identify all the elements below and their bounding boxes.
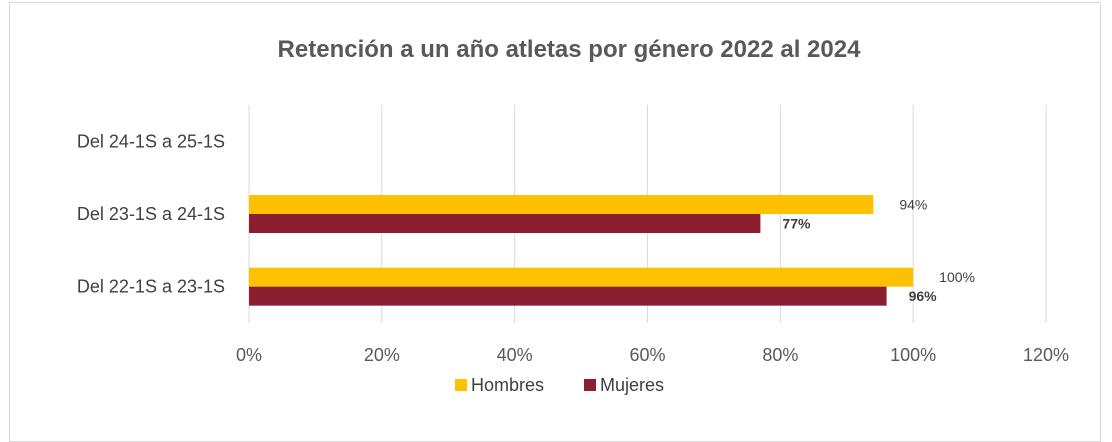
x-tick-label: 100% [890,345,936,365]
bar-hombres [249,267,914,287]
x-tick-label: 20% [364,345,400,365]
bar-chart: Retención a un año atletas por género 20… [77,36,1069,395]
x-tick-label: 0% [236,345,262,365]
data-label: 94% [899,197,927,213]
data-labels: 100%96% 94% 77% [782,197,975,305]
legend-swatch [584,379,596,391]
category-labels: Del 22-1S a 23-1S Del 23-1S a 24-1S Del 24… [77,131,225,296]
legend: Hombres Mujeres [455,375,664,395]
bar-hombres [249,195,874,214]
legend-swatch [455,379,467,391]
x-tick-label: 40% [497,345,533,365]
data-label: 96% [909,288,938,304]
bar-mujeres [249,214,761,233]
chart-frame: Retención a un año atletas por género 20… [9,2,1101,442]
x-tick-label: 80% [762,345,798,365]
legend-label: Hombres [471,375,544,395]
legend-label: Mujeres [600,375,664,395]
x-tick-labels: 0% 20% 40% 60% 80% 100% 120% [236,345,1069,365]
category-label: Del 23-1S a 24-1S [77,204,225,224]
data-label: 100% [939,269,975,285]
category-label: Del 22-1S a 23-1S [77,277,225,297]
bar-mujeres [249,286,887,306]
x-tick-label: 120% [1023,345,1069,365]
x-tick-label: 60% [629,345,665,365]
bars [249,195,914,306]
data-label: 77% [782,216,811,232]
category-label: Del 24-1S a 25-1S [77,131,225,151]
chart-title: Retención a un año atletas por género 20… [278,36,862,63]
